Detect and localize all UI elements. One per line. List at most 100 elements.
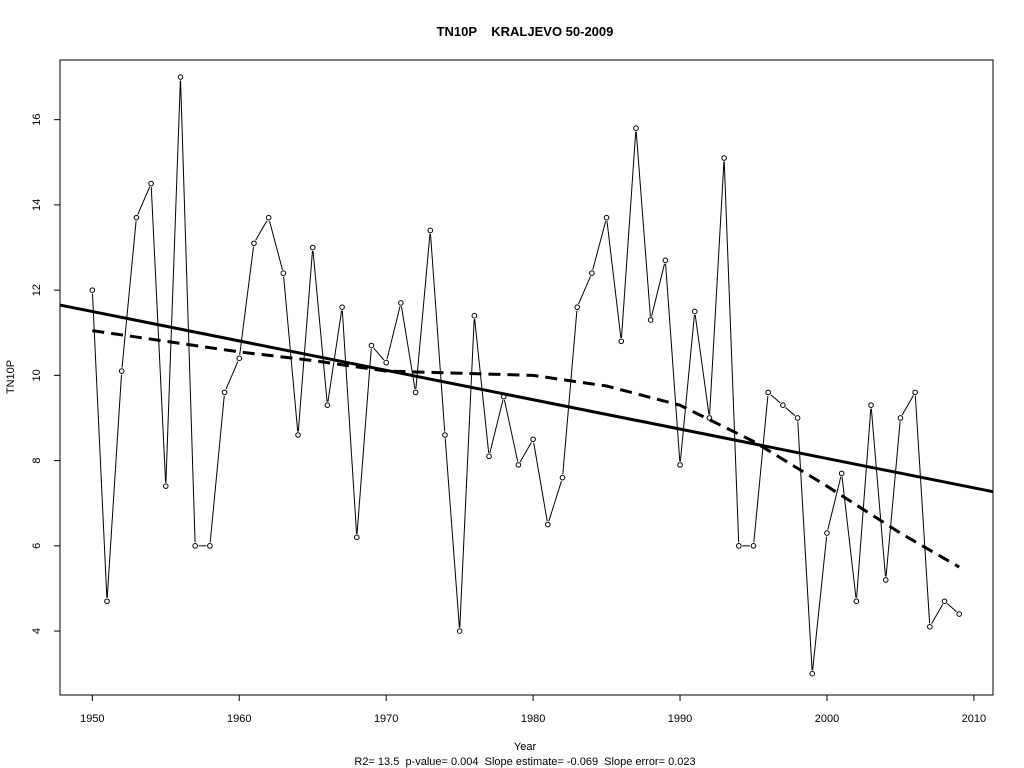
observed-point xyxy=(456,628,463,634)
observed-point xyxy=(559,474,566,481)
observed-point xyxy=(236,355,243,362)
observed-point xyxy=(412,389,419,396)
chart-title: TN10P KRALJEVO 50-2009 xyxy=(437,24,614,39)
x-tick-label: 1950 xyxy=(80,713,104,725)
observed-point xyxy=(736,543,742,549)
stats-annotation: R2= 13.5 p-value= 0.004 Slope estimate= … xyxy=(354,756,695,768)
observed-segment xyxy=(165,80,181,483)
observed-point xyxy=(486,453,492,460)
observed-segment xyxy=(327,310,343,402)
observed-segment xyxy=(679,314,695,462)
observed-point xyxy=(324,402,331,409)
observed-point xyxy=(677,462,683,468)
observed-segment xyxy=(137,186,151,215)
observed-point xyxy=(633,125,639,131)
observed-point xyxy=(207,543,213,549)
observed-point xyxy=(339,304,345,310)
observed-segment xyxy=(503,399,519,462)
observed-point xyxy=(162,483,169,489)
observed-segment xyxy=(415,233,431,389)
observed-point xyxy=(353,534,360,541)
observed-point xyxy=(897,415,904,421)
x-tick-label: 1990 xyxy=(668,713,692,725)
observed-segment xyxy=(269,220,283,270)
observed-point xyxy=(89,287,96,293)
observed-point xyxy=(133,214,140,221)
observed-segment xyxy=(694,314,710,415)
observed-segment xyxy=(297,250,313,432)
observed-point xyxy=(750,543,757,549)
y-axis-label: TN10P xyxy=(5,360,17,394)
observed-segment xyxy=(106,374,122,598)
observed-segment xyxy=(150,187,167,483)
observed-segment xyxy=(225,361,239,390)
linear-trend-line xyxy=(59,303,994,494)
observed-point xyxy=(853,598,860,605)
observed-point xyxy=(280,270,287,276)
observed-segment xyxy=(489,399,504,454)
x-tick-label: 2010 xyxy=(962,713,986,725)
observed-segment xyxy=(533,442,548,522)
observed-point xyxy=(309,244,316,251)
observed-point xyxy=(691,308,698,315)
observed-segment xyxy=(255,220,268,241)
observed-point xyxy=(398,300,404,306)
observed-segment xyxy=(812,536,828,671)
observed-segment xyxy=(606,221,622,338)
observed-segment xyxy=(519,442,532,463)
observed-segment xyxy=(870,408,886,577)
observed-segment xyxy=(651,263,665,317)
x-axis: 1950 1960 1970 1980 1990 2000 2010 xyxy=(80,695,986,725)
observed-segment xyxy=(770,394,781,404)
observed-segment xyxy=(931,604,944,625)
observed-segment xyxy=(592,220,607,270)
y-tick-label: 8 xyxy=(31,458,43,464)
observed-point xyxy=(545,521,551,528)
x-tick-label: 1970 xyxy=(374,713,398,725)
observed-point xyxy=(882,577,889,583)
observed-point xyxy=(838,470,845,477)
observed-segment xyxy=(121,221,137,368)
observed-segment xyxy=(430,233,446,432)
observed-point xyxy=(868,402,874,409)
observed-segment xyxy=(459,319,475,628)
observed-point xyxy=(427,227,434,234)
plot-frame xyxy=(59,59,994,696)
y-tick-label: 6 xyxy=(31,543,43,549)
observed-segment xyxy=(914,395,931,624)
observed-segment xyxy=(209,395,225,543)
smooth-trend-line xyxy=(92,329,960,569)
y-tick-label: 4 xyxy=(31,628,43,634)
observed-segment xyxy=(885,421,901,577)
observed-point xyxy=(221,389,228,396)
observed-segment xyxy=(562,310,578,475)
x-tick-label: 1980 xyxy=(521,713,545,725)
observed-segment xyxy=(373,347,385,361)
observed-segment xyxy=(946,603,957,613)
observed-point xyxy=(824,530,830,536)
observed-segment xyxy=(312,250,328,402)
observed-point xyxy=(662,257,669,264)
observed-segment xyxy=(635,131,651,317)
observed-point xyxy=(912,389,918,396)
observed-point xyxy=(104,598,110,605)
observed-segment xyxy=(797,421,813,671)
observed-point xyxy=(589,270,595,276)
y-tick-label: 14 xyxy=(31,199,43,211)
observed-segment xyxy=(180,80,196,543)
observed-segment xyxy=(856,408,872,598)
observed-point xyxy=(941,598,948,605)
observed-segment xyxy=(723,161,740,543)
observed-segment xyxy=(548,480,562,522)
plot-area xyxy=(59,74,994,677)
observed-segment xyxy=(444,438,460,628)
observed-segment xyxy=(753,395,769,543)
observed-segment xyxy=(283,276,299,432)
x-tick-label: 2000 xyxy=(815,713,839,725)
x-tick-label: 1960 xyxy=(227,713,251,725)
observed-point xyxy=(603,214,610,221)
observed-point xyxy=(442,432,448,438)
observed-segment xyxy=(901,395,914,416)
